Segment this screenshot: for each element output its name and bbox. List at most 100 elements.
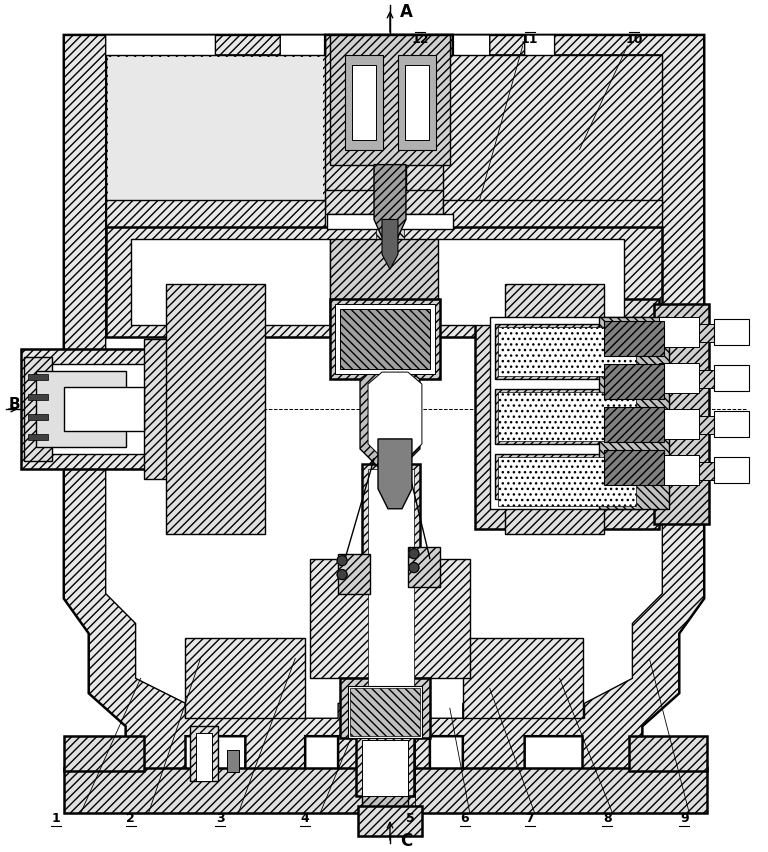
Bar [604,321,664,356]
Bar [330,239,438,325]
Bar [630,736,707,771]
Text: 9: 9 [680,811,689,825]
Text: 6: 6 [461,811,469,825]
Bar [356,736,414,796]
Bar [36,371,126,447]
Bar [330,35,450,164]
Bar [338,554,370,594]
Circle shape [337,556,347,566]
Bar [64,736,144,771]
Bar [405,65,429,140]
Bar [197,734,213,781]
Bar [376,167,404,462]
Bar [714,366,749,391]
Bar [660,363,699,393]
Bar [350,688,420,736]
Bar [28,414,48,420]
Bar [362,463,420,694]
Bar [600,317,669,509]
Bar [443,55,662,210]
Bar [374,164,406,463]
Bar [144,339,171,479]
Bar [498,392,637,441]
Text: 4: 4 [301,811,310,825]
Bar [227,750,240,772]
Bar [352,65,376,140]
Text: 7: 7 [525,811,534,825]
Polygon shape [378,439,412,509]
Bar [330,299,440,379]
Bar [408,547,440,586]
Bar [410,559,470,678]
Bar [310,559,370,678]
Bar [64,769,707,813]
Bar [495,389,640,444]
Bar [362,740,408,796]
Bar [435,239,624,325]
Bar [106,227,662,337]
Text: 8: 8 [603,811,612,825]
Bar [131,239,330,325]
Text: 2: 2 [126,811,135,825]
Bar [368,469,414,694]
Bar [28,394,48,400]
Text: 12: 12 [411,33,429,46]
Bar [505,285,604,533]
Polygon shape [106,35,662,718]
Polygon shape [64,35,704,783]
Polygon shape [374,164,406,245]
Bar [310,189,470,215]
Bar [699,462,747,480]
Bar [699,416,747,434]
Polygon shape [368,372,422,459]
Bar [358,806,422,836]
Bar [29,364,158,454]
Bar [714,320,749,345]
Bar [28,434,48,440]
Bar [64,387,144,431]
Text: 10: 10 [626,33,643,46]
Bar [327,215,453,229]
Bar [475,299,660,529]
Bar [21,349,166,469]
Text: 3: 3 [216,811,225,825]
Bar [340,309,430,369]
Text: B: B [9,396,21,412]
Bar [490,317,644,509]
Bar [106,199,325,229]
Bar [28,374,48,380]
Bar [699,370,747,388]
Bar [654,304,709,524]
Text: C: C [400,832,412,850]
Bar [335,304,435,374]
Bar [699,325,747,343]
Circle shape [337,570,347,579]
Bar [348,687,422,738]
Bar [362,792,408,810]
Bar [714,411,749,437]
Polygon shape [382,220,398,269]
Bar [345,55,383,150]
Bar [463,638,582,718]
Bar [190,726,218,781]
Bar [604,407,664,442]
Bar [495,454,640,498]
Text: 1: 1 [51,811,60,825]
Bar [604,364,664,399]
Bar [498,457,637,506]
Bar [186,638,305,718]
Bar [714,457,749,483]
Bar [166,285,265,533]
Bar [495,325,640,379]
Bar [660,455,699,485]
Bar [340,678,430,738]
Bar [604,450,664,485]
Bar [108,57,323,208]
Polygon shape [360,364,420,469]
Bar [660,317,699,347]
Circle shape [409,549,419,559]
Text: 5: 5 [406,811,414,825]
Bar [106,55,325,210]
Bar [498,327,637,376]
Bar [660,409,699,439]
